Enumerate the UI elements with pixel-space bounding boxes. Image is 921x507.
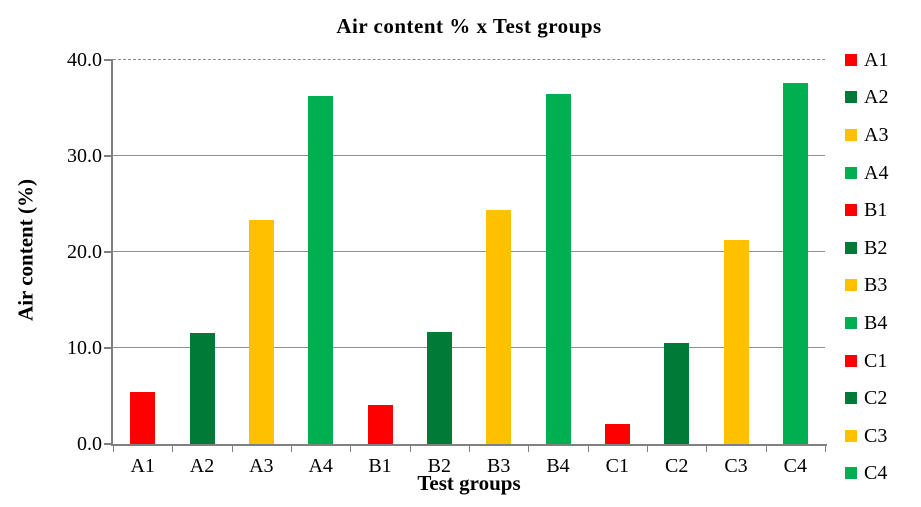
- legend-label: C4: [864, 462, 888, 485]
- legend-label: B1: [864, 199, 888, 222]
- legend-swatch: [845, 354, 857, 367]
- x-axis-tick: [350, 446, 352, 452]
- legend-item-C4: C4: [845, 455, 919, 493]
- legend-swatch: [845, 166, 857, 179]
- y-tick-label: 40.0: [67, 49, 102, 71]
- legend-swatch: [845, 53, 857, 66]
- y-tick-label: 30.0: [67, 145, 102, 167]
- legend-swatch: [845, 279, 857, 292]
- legend-label: A3: [864, 123, 889, 146]
- legend-item-A4: A4: [845, 154, 919, 192]
- legend-swatch: [845, 204, 857, 217]
- y-axis-tick: [104, 59, 111, 61]
- y-tick-label: 20.0: [67, 241, 102, 263]
- x-tick-label: B2: [427, 455, 451, 477]
- legend-label: C1: [864, 349, 888, 372]
- legend-label: B2: [864, 236, 888, 259]
- legend-item-B2: B2: [845, 229, 919, 267]
- legend-item-A1: A1: [845, 41, 919, 79]
- x-axis-tick: [469, 446, 470, 452]
- x-tick-label: A4: [308, 455, 333, 477]
- legend-item-B1: B1: [845, 191, 919, 229]
- gridline: [113, 59, 825, 60]
- bar-B4: [545, 93, 571, 444]
- y-tick-label: 0.0: [77, 433, 102, 455]
- bar-C2: [664, 343, 690, 444]
- x-tick-label: C1: [605, 455, 629, 477]
- legend-swatch: [845, 316, 857, 329]
- legend-item-C1: C1: [845, 342, 919, 380]
- gridline: [113, 251, 825, 252]
- x-tick-label: A2: [189, 455, 215, 477]
- x-tick-label: C3: [724, 455, 748, 477]
- legend-label: C2: [864, 387, 888, 410]
- legend-swatch: [845, 128, 857, 141]
- chart-title: Air content % x Test groups: [336, 14, 602, 38]
- x-tick-label: C2: [664, 455, 689, 477]
- legend-item-A3: A3: [845, 116, 919, 154]
- legend-item-B4: B4: [845, 304, 919, 342]
- bar-C3: [723, 240, 749, 444]
- legend-swatch: [845, 392, 857, 405]
- x-tick-label: C4: [783, 455, 807, 477]
- legend: A1 A2 A3 A4 B1 B2 B3 B4 C1 C2 C3 C4: [845, 41, 919, 492]
- y-tick-label: 10.0: [67, 337, 102, 359]
- x-axis-tick: [291, 446, 292, 452]
- bar-B3: [486, 209, 512, 444]
- y-axis-tick: [104, 443, 111, 445]
- x-axis-line: [111, 444, 827, 446]
- y-axis-tick: [104, 347, 111, 349]
- bar-A3: [248, 220, 274, 444]
- legend-item-C2: C2: [845, 379, 919, 417]
- plot-area: [113, 60, 825, 444]
- gridline: [113, 155, 825, 156]
- legend-label: A2: [864, 86, 889, 109]
- legend-label: A4: [864, 161, 889, 184]
- x-axis-tick: [113, 446, 114, 452]
- y-axis-title: Air content (%): [13, 179, 38, 321]
- bar-A1: [130, 392, 156, 444]
- legend-label: A1: [864, 48, 889, 71]
- bar-C4: [782, 83, 808, 444]
- legend-item-B3: B3: [845, 267, 919, 305]
- legend-swatch: [845, 429, 857, 442]
- x-axis-title: Test groups: [417, 471, 521, 495]
- legend-label: B4: [864, 311, 888, 334]
- x-axis-tick: [587, 446, 589, 452]
- legend-swatch: [845, 467, 857, 480]
- y-axis-tick: [104, 251, 111, 253]
- x-tick-label: A1: [130, 455, 155, 477]
- y-axis-tick: [104, 155, 111, 157]
- x-axis-tick: [231, 446, 233, 452]
- legend-item-C3: C3: [845, 417, 919, 455]
- x-tick-label: A3: [249, 455, 274, 477]
- x-axis-tick: [409, 446, 411, 452]
- x-axis-tick: [706, 446, 708, 452]
- x-tick-label: B4: [546, 455, 570, 477]
- legend-label: B3: [864, 274, 888, 297]
- legend-swatch: [845, 91, 857, 104]
- x-tick-label: B1: [368, 455, 392, 477]
- x-axis-tick: [528, 446, 530, 452]
- bar-C1: [604, 423, 630, 444]
- bar-B1: [367, 404, 393, 444]
- legend-item-A2: A2: [845, 79, 919, 117]
- x-axis-tick: [172, 446, 174, 452]
- x-axis-tick: [647, 446, 648, 452]
- legend-swatch: [845, 241, 857, 254]
- gridline: [113, 347, 825, 348]
- bar-A2: [189, 332, 215, 444]
- x-axis-tick: [825, 446, 826, 452]
- x-axis-tick: [765, 446, 767, 452]
- bar-B2: [426, 331, 452, 444]
- bar-A4: [308, 96, 334, 444]
- legend-label: C3: [864, 424, 888, 447]
- x-tick-label: B3: [486, 455, 511, 477]
- y-axis-line: [111, 59, 113, 446]
